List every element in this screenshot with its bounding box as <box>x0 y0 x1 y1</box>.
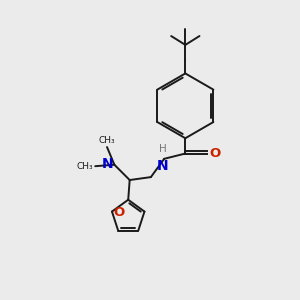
Text: O: O <box>113 206 125 219</box>
Text: O: O <box>210 147 221 160</box>
Text: CH₃: CH₃ <box>99 136 115 145</box>
Text: N: N <box>102 157 113 171</box>
Text: CH₃: CH₃ <box>76 162 93 171</box>
Text: H: H <box>159 144 167 154</box>
Text: N: N <box>157 159 169 173</box>
